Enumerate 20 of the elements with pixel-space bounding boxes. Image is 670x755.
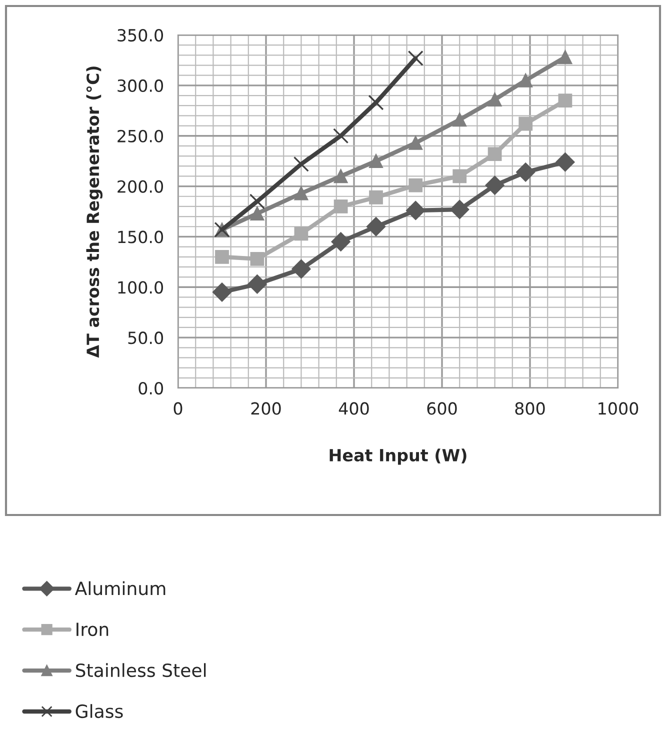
legend-label: Glass bbox=[76, 704, 123, 718]
y-tick-label: 50.0 bbox=[128, 332, 164, 344]
legend-label: Aluminum bbox=[74, 581, 166, 596]
y-tick-label: 200.0 bbox=[118, 180, 164, 193]
x-axis-title: Heat Input (W) bbox=[330, 448, 466, 465]
x-tick-label: 800 bbox=[515, 402, 545, 415]
legend-label: Iron bbox=[76, 622, 108, 636]
y-tick-label: 300.0 bbox=[118, 79, 164, 92]
x-tick-label: 600 bbox=[427, 402, 457, 415]
x-tick-label: 1000 bbox=[598, 402, 638, 415]
y-tick-label: 350.0 bbox=[118, 28, 164, 42]
y-tick-label: 250.0 bbox=[118, 130, 164, 142]
y-tick-label: 100.0 bbox=[118, 281, 164, 294]
y-tick-label: 0.0 bbox=[138, 382, 164, 395]
y-tick-label: 150.0 bbox=[118, 230, 164, 244]
legend-label: Stainless Steel bbox=[76, 663, 206, 678]
y-axis-title: ΔT across the Regenerator (°C) bbox=[86, 66, 103, 358]
x-tick-label: 0 bbox=[174, 402, 182, 415]
x-tick-label: 400 bbox=[338, 402, 369, 415]
x-tick-label: 200 bbox=[251, 402, 281, 415]
